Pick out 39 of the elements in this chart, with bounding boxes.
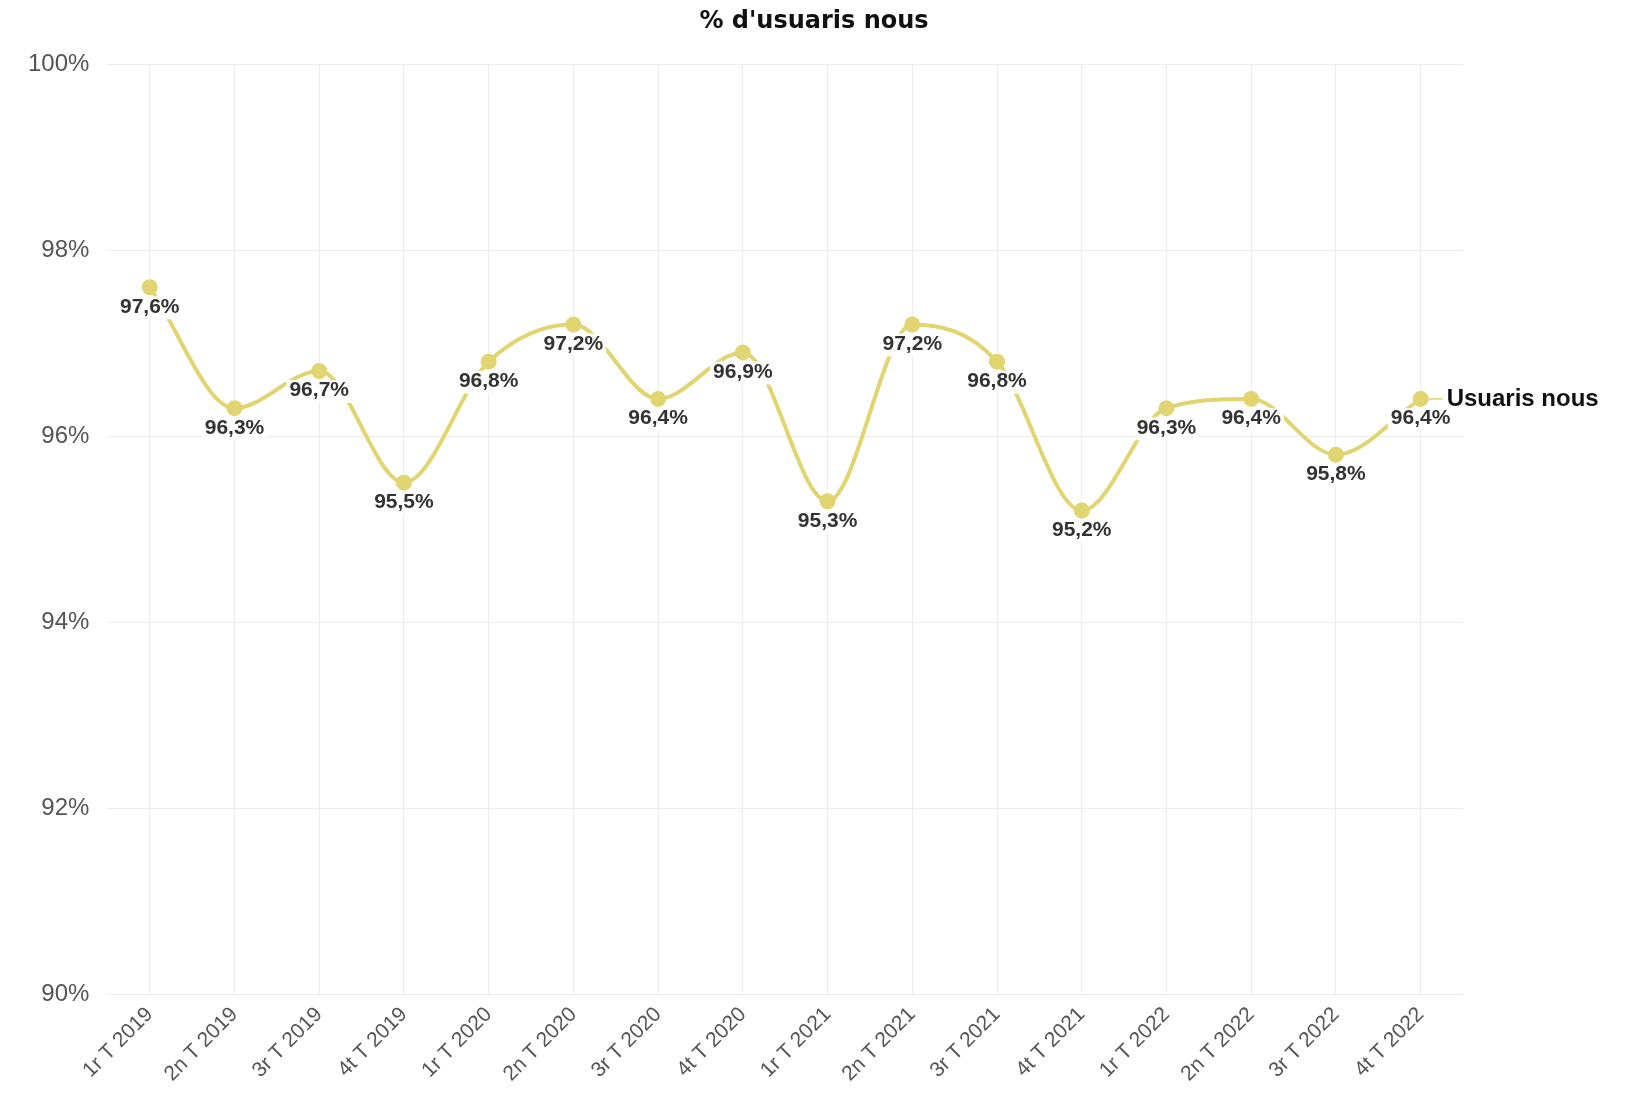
point xyxy=(226,400,243,417)
data-label: 95,2% xyxy=(1051,516,1112,540)
point xyxy=(1073,502,1090,519)
point xyxy=(565,316,582,333)
data-label: 96,8% xyxy=(967,368,1028,391)
data-label: 96,7% xyxy=(289,377,350,401)
data-label: 96,8% xyxy=(458,368,519,391)
data-label: 96,3% xyxy=(1136,414,1197,438)
data-label: 97,2% xyxy=(543,330,604,354)
chart-title: % d'usuaris nous xyxy=(698,6,930,34)
point xyxy=(989,353,1006,370)
data-label: 96,4% xyxy=(1221,405,1282,429)
data-label: 95,5% xyxy=(374,488,435,512)
y-tick-label: 90% xyxy=(41,978,90,1006)
data-label: 97,2% xyxy=(882,330,943,354)
point xyxy=(1243,390,1260,407)
data-label: 96,3% xyxy=(204,414,265,438)
point xyxy=(480,353,497,370)
point xyxy=(1412,390,1429,407)
y-tick-label: 92% xyxy=(41,792,90,820)
point xyxy=(311,363,328,379)
data-label: 96,4% xyxy=(1390,405,1451,429)
point xyxy=(1327,446,1344,463)
point xyxy=(819,493,836,510)
y-tick-label: 94% xyxy=(41,606,90,634)
data-label: 95,8% xyxy=(1306,461,1367,485)
point xyxy=(734,344,751,361)
y-tick-label: 100% xyxy=(27,48,90,76)
point xyxy=(395,474,412,491)
point xyxy=(650,390,667,407)
data-label: 96,4% xyxy=(628,405,689,429)
point xyxy=(904,316,921,333)
point xyxy=(1158,400,1175,417)
data-label: 96,9% xyxy=(713,358,773,382)
data-label: 95,3% xyxy=(797,507,858,531)
point xyxy=(141,279,158,296)
data-label: 97,6% xyxy=(119,293,180,317)
y-tick-label: 96% xyxy=(41,420,90,448)
y-tick-label: 98% xyxy=(41,234,90,262)
